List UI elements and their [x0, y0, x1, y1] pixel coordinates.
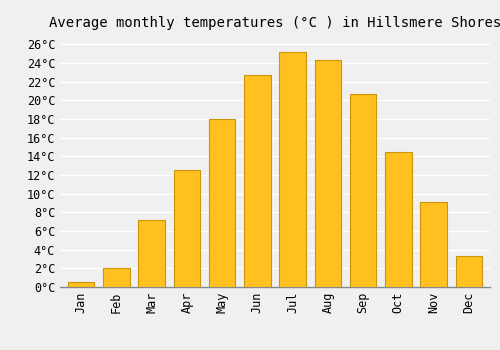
Bar	[314, 60, 341, 287]
Bar	[385, 152, 411, 287]
Bar	[350, 94, 376, 287]
Bar	[138, 220, 165, 287]
Bar	[68, 282, 94, 287]
Bar	[244, 75, 270, 287]
Bar	[456, 256, 482, 287]
Bar	[209, 119, 236, 287]
Bar	[280, 52, 306, 287]
Bar	[420, 202, 447, 287]
Bar	[174, 170, 200, 287]
Bar	[103, 268, 130, 287]
Title: Average monthly temperatures (°C ) in Hillsmere Shores: Average monthly temperatures (°C ) in Hi…	[49, 16, 500, 30]
